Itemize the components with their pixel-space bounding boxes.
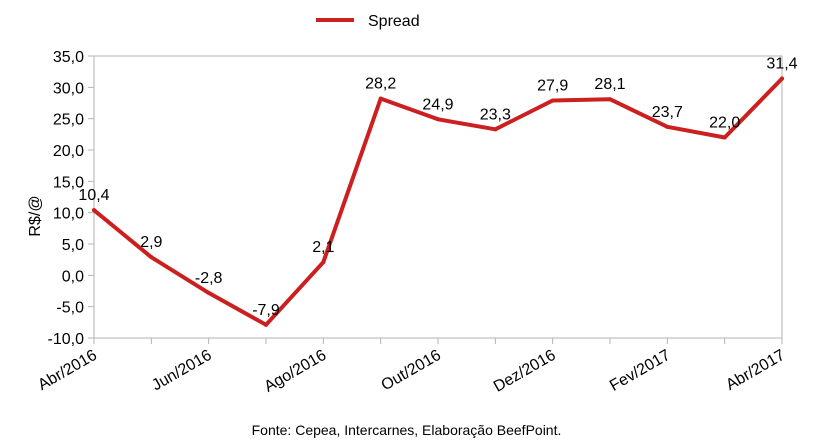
data-point <box>722 135 727 140</box>
source-footnote: Fonte: Cepea, Intercarnes, Elaboração Be… <box>251 422 562 438</box>
y-tick-label: -5,0 <box>56 300 84 317</box>
y-axis-label: R$/@ <box>27 195 44 236</box>
data-point <box>92 208 96 213</box>
data-point <box>264 322 268 327</box>
data-label: 28,1 <box>594 76 625 93</box>
data-label: 2,9 <box>140 234 162 251</box>
data-point <box>493 127 498 132</box>
data-point <box>206 290 211 295</box>
legend: Spread <box>316 13 420 30</box>
y-tick-label: 25,0 <box>53 112 84 129</box>
y-tick-label: 10,0 <box>53 206 84 223</box>
plot-area: 35,030,025,020,015,010,05,00,0-5,0-10,0A… <box>35 49 797 396</box>
y-tick-label: 15,0 <box>53 174 84 191</box>
data-label: 10,4 <box>78 187 109 204</box>
data-point <box>550 98 555 103</box>
data-point <box>436 117 440 122</box>
y-tick-label: 35,0 <box>53 49 84 66</box>
y-tick-label: 30,0 <box>53 80 84 97</box>
data-label: 24,9 <box>422 96 453 113</box>
y-tick-label: 5,0 <box>62 237 84 254</box>
x-tick-label: Abr/2017 <box>723 347 788 394</box>
x-tick-label: Abr/2016 <box>35 347 100 394</box>
data-point <box>149 255 154 260</box>
data-point <box>321 260 326 265</box>
data-label: 23,3 <box>480 106 511 123</box>
y-tick-label: 0,0 <box>62 268 84 285</box>
data-point <box>608 97 612 102</box>
y-tick-label: 20,0 <box>53 143 84 160</box>
x-tick-label: Jun/2016 <box>149 347 215 395</box>
data-label: 23,7 <box>652 104 683 121</box>
legend-label-spread: Spread <box>368 13 420 30</box>
data-label: -2,8 <box>195 270 223 287</box>
x-tick-label: Out/2016 <box>378 347 444 395</box>
x-tick-label: Ago/2016 <box>261 347 329 396</box>
y-tick-label: -10,0 <box>48 331 85 348</box>
data-label: 22,0 <box>709 114 740 131</box>
data-label: 2,1 <box>312 239 334 256</box>
data-label: 28,2 <box>365 76 396 93</box>
data-label: 31,4 <box>766 56 797 73</box>
data-point <box>780 76 784 81</box>
data-point <box>378 96 383 101</box>
data-label: 27,9 <box>537 77 568 94</box>
data-point <box>665 124 670 129</box>
x-tick-label: Fev/2017 <box>607 347 673 395</box>
data-label: -7,9 <box>252 302 280 319</box>
x-tick-label: Dez/2016 <box>491 347 559 396</box>
